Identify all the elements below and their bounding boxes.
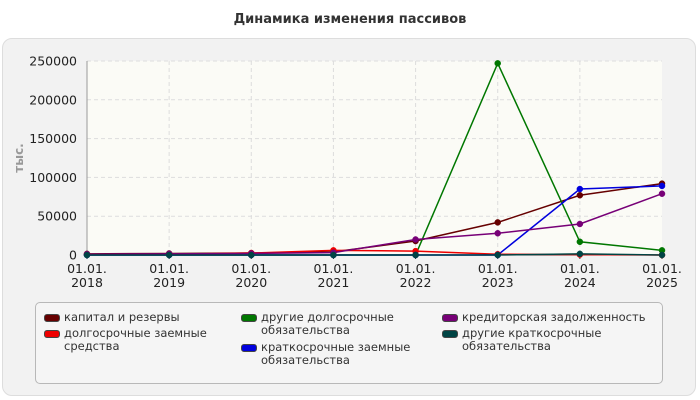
legend-label: кредиторская задолженность bbox=[462, 310, 646, 324]
y-tick-label: 250000 bbox=[29, 54, 77, 69]
x-tick-label: 01.01. 2023 bbox=[478, 261, 518, 290]
y-axis-label: тыс. bbox=[12, 143, 26, 172]
x-tick-label: 01.01. 2019 bbox=[149, 261, 189, 290]
data-point bbox=[412, 236, 419, 243]
legend-swatch bbox=[241, 314, 257, 322]
x-tick-label: 01.01. 2018 bbox=[67, 261, 107, 290]
data-point bbox=[658, 251, 666, 259]
chart-legend: капитал и резервы долгосрочные заемные с… bbox=[35, 302, 663, 384]
data-point bbox=[494, 251, 501, 259]
chart-title: Динамика изменения пассивов bbox=[233, 12, 467, 27]
data-point bbox=[83, 251, 91, 259]
data-point bbox=[412, 251, 419, 259]
legend-item-long-term-loans[interactable]: долгосрочные заемные средства bbox=[44, 327, 207, 353]
data-point bbox=[330, 251, 337, 259]
legend-label: долгосрочные заемные средства bbox=[64, 326, 207, 353]
legend-label: краткосрочные заемные обязательства bbox=[261, 340, 411, 367]
data-point bbox=[494, 219, 501, 226]
y-tick-label: 200000 bbox=[29, 92, 77, 107]
legend-swatch bbox=[44, 330, 60, 338]
y-tick-label: 100000 bbox=[29, 170, 77, 185]
legend-item-other-short-term[interactable]: другие краткосрочные обязательства bbox=[442, 327, 601, 353]
x-tick-label: 01.01. 2021 bbox=[314, 261, 354, 290]
legend-label: капитал и резервы bbox=[64, 310, 180, 324]
data-point bbox=[576, 191, 584, 199]
data-point bbox=[576, 220, 584, 228]
legend-label: другие краткосрочные обязательства bbox=[462, 326, 602, 353]
legend-label: другие долгосрочные обязательства bbox=[261, 310, 394, 337]
legend-swatch bbox=[442, 330, 458, 338]
y-tick-label: 150000 bbox=[29, 131, 77, 146]
data-point bbox=[658, 190, 666, 197]
legend-item-short-term-loans[interactable]: краткосрочные заемные обязательства bbox=[241, 341, 410, 367]
series-line bbox=[87, 253, 663, 256]
legend-item-capital[interactable]: капитал и резервы bbox=[44, 311, 180, 324]
legend-swatch bbox=[44, 314, 60, 322]
x-tick-label: 01.01. 2020 bbox=[231, 261, 271, 290]
y-tick-label: 0 bbox=[69, 248, 77, 263]
y-tick-label: 50000 bbox=[37, 209, 77, 224]
data-point bbox=[248, 251, 255, 259]
x-tick-label: 01.01. 2025 bbox=[642, 261, 682, 290]
data-point bbox=[165, 251, 173, 259]
x-tick-label: 01.01. 2024 bbox=[560, 261, 600, 290]
legend-item-payables[interactable]: кредиторская задолженность bbox=[442, 311, 645, 324]
data-point bbox=[658, 182, 666, 190]
legend-swatch bbox=[241, 344, 257, 352]
plot-area bbox=[87, 61, 662, 255]
data-point bbox=[494, 60, 501, 67]
series-line bbox=[86, 192, 663, 255]
x-tick-label: 01.01. 2022 bbox=[396, 261, 436, 290]
data-point bbox=[576, 238, 584, 246]
legend-item-other-long-term[interactable]: другие долгосрочные обязательства bbox=[241, 311, 394, 337]
data-point bbox=[576, 185, 584, 193]
legend-swatch bbox=[442, 314, 458, 322]
data-point bbox=[576, 250, 584, 258]
data-point bbox=[494, 230, 501, 237]
